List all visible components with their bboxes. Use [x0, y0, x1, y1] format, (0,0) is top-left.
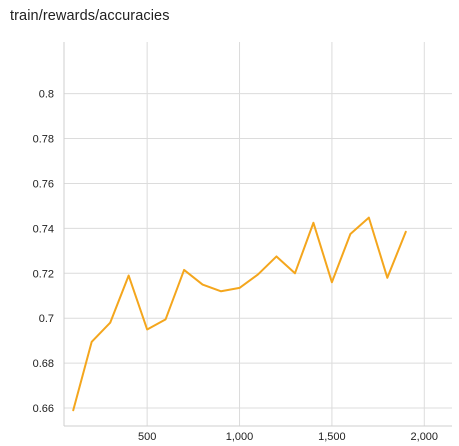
data-point — [201, 283, 203, 285]
data-point — [312, 222, 314, 224]
tick-labels: 0.66 0.68 0.7 0.72 0.74 0.76 0.78 0.8 500 1,000 1,… — [33, 89, 438, 443]
x-tick-label: 1,500 — [318, 431, 346, 443]
data-point — [368, 216, 370, 218]
data-point — [127, 274, 129, 276]
data-point — [275, 255, 277, 257]
series-layer — [72, 216, 407, 412]
axis-frame — [63, 42, 452, 427]
data-point — [164, 318, 166, 320]
y-tick-label: 0.7 — [39, 313, 54, 325]
data-point — [238, 287, 240, 289]
y-tick-label: 0.78 — [33, 134, 54, 146]
data-point — [257, 273, 259, 275]
data-point — [183, 269, 185, 271]
data-point — [349, 233, 351, 235]
data-point — [146, 328, 148, 330]
y-tick-label: 0.68 — [33, 358, 54, 370]
series-line — [72, 216, 407, 412]
x-tick-label: 500 — [138, 431, 156, 443]
data-point — [72, 409, 74, 411]
chart-title: train/rewards/accuracies — [10, 8, 170, 24]
data-point — [109, 322, 111, 324]
y-tick-label: 0.76 — [33, 178, 54, 190]
y-tick-label: 0.8 — [39, 89, 54, 101]
y-tick-label: 0.72 — [33, 268, 54, 280]
data-point — [294, 272, 296, 274]
grid-lines — [64, 42, 452, 426]
data-point — [386, 277, 388, 279]
x-tick-label: 2,000 — [411, 431, 439, 443]
data-point — [331, 281, 333, 283]
y-tick-label: 0.66 — [33, 403, 54, 415]
data-point — [220, 290, 222, 292]
data-point — [91, 341, 93, 343]
y-tick-label: 0.74 — [33, 223, 54, 235]
data-point — [405, 231, 407, 233]
x-tick-label: 1,000 — [226, 431, 254, 443]
